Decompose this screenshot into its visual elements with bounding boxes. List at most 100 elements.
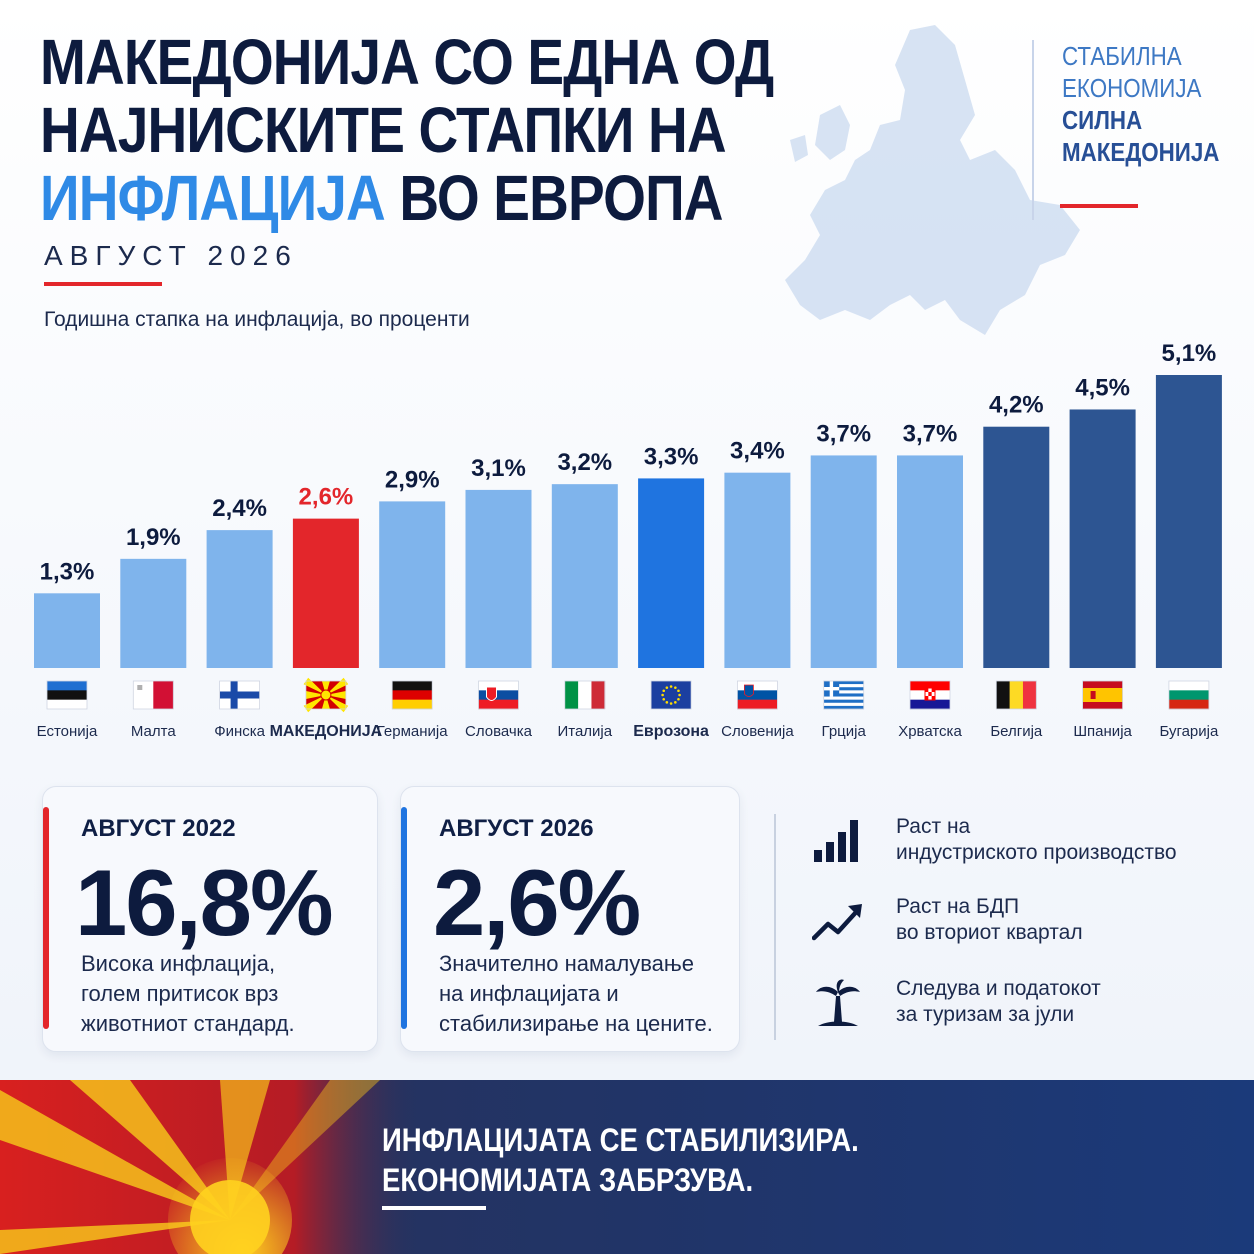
category-label: Шпанија — [1073, 723, 1132, 740]
bar-еврозона — [638, 478, 705, 668]
card-august-2026: АВГУСТ 2026 2,6% Значително намалување н… — [400, 786, 740, 1052]
category-label: Естонија — [37, 723, 98, 740]
card-label: АВГУСТ 2022 — [81, 815, 236, 842]
value-label: 3,1% — [471, 455, 526, 482]
macedonia-flag — [303, 677, 349, 713]
slovenia-flag — [737, 680, 778, 710]
spain-flag — [1082, 680, 1123, 710]
bar-белгија — [983, 426, 1050, 668]
value-label: 5,1% — [1162, 340, 1217, 367]
bar-италија — [551, 484, 618, 668]
brand-line-3: СИЛНА — [1062, 105, 1143, 135]
card-description: Висока инфлација, голем притисок врз жив… — [81, 949, 295, 1039]
value-label: 3,2% — [557, 449, 612, 476]
bullet-tourism: Следува и податокот за туризам за јули — [812, 976, 1232, 1046]
slogan-line-1: ИНФЛАЦИЈАТА СЕ СТАБИЛИЗИРА. — [382, 1122, 859, 1158]
value-label: 2,9% — [385, 466, 440, 493]
value-label: 2,4% — [212, 495, 267, 522]
card-accent-blue — [401, 807, 407, 1029]
bullets-divider — [774, 814, 776, 1040]
brand-block: СТАБИЛНА ЕКОНОМИЈА СИЛНА МАКЕДОНИЈА — [1032, 40, 1245, 220]
category-label: Белгија — [990, 723, 1043, 740]
report-date: АВГУСТ 2026 — [44, 240, 298, 271]
bar-македонија — [292, 518, 359, 668]
belgium-flag — [995, 680, 1037, 710]
malta-flag — [132, 680, 174, 710]
category-label: Италија — [557, 723, 612, 740]
bar-малта — [120, 558, 187, 668]
brand-line-2: ЕКОНОМИЈА — [1062, 73, 1202, 103]
macedonian-sun-icon — [0, 1080, 420, 1254]
card-value: 16,8% — [75, 850, 334, 955]
value-label: 3,3% — [644, 443, 699, 470]
bar-шпанија — [1069, 409, 1136, 668]
bullet-gdp-growth: Раст на БДП во вториот квартал — [812, 894, 1232, 964]
value-label: 4,2% — [989, 392, 1044, 419]
slogan-line-2: ЕКОНОМИЈАТА ЗАБРЗУВА. — [382, 1162, 754, 1198]
footer-slogan: ИНФЛАЦИЈАТА СЕ СТАБИЛИЗИРА. ЕКОНОМИЈАТА … — [382, 1120, 859, 1200]
category-label: Еврозона — [633, 723, 709, 740]
inflation-bar-chart: 1,3% Естонија 1,9% Малта 2,4% Финска 2,6% МАКЕД… — [34, 340, 1222, 740]
value-label: 1,3% — [40, 558, 95, 585]
value-label: 1,9% — [126, 524, 181, 551]
bullet-text: Раст на индустриското производство — [896, 814, 1177, 866]
title-line-2: НАЈНИСКИТЕ СТАПКИ НА — [40, 94, 727, 166]
brand-line-1: СТАБИЛНА — [1062, 41, 1182, 71]
greece-flag — [823, 680, 865, 710]
category-label: Грција — [822, 723, 867, 740]
chart-subtitle: Годишна стапка на инфлација, во проценти — [44, 308, 470, 331]
card-desc-line: животниот стандард. — [81, 1011, 295, 1036]
bar-бугарија — [1155, 375, 1222, 668]
card-value: 2,6% — [433, 850, 641, 955]
card-description: Значително намалување на инфлацијата и с… — [439, 949, 713, 1039]
finland-flag — [219, 680, 261, 710]
card-desc-line: на инфлацијата и — [439, 981, 619, 1006]
bar-грција — [810, 455, 877, 668]
bar-chart-icon — [814, 820, 858, 862]
croatia-flag — [909, 680, 951, 710]
card-desc-line: стабилизирање на цените. — [439, 1011, 713, 1036]
category-label: Финска — [214, 723, 265, 740]
footer-banner: ИНФЛАЦИЈАТА СЕ СТАБИЛИЗИРА. ЕКОНОМИЈАТА … — [0, 1080, 1254, 1254]
bullet-text: Следува и податокот за туризам за јули — [896, 976, 1101, 1028]
europe-map-icon — [785, 25, 1080, 335]
bullet-line: индустриското производство — [896, 841, 1177, 864]
bullet-text: Раст на БДП во вториот квартал — [896, 894, 1083, 946]
card-august-2022: АВГУСТ 2022 16,8% Висока инфлација, голе… — [42, 786, 378, 1052]
bullet-industrial-growth: Раст на индустриското производство — [812, 814, 1232, 884]
brand-underline — [1060, 204, 1138, 208]
category-label: Малта — [131, 723, 176, 740]
category-label: Бугарија — [1159, 723, 1219, 740]
bullet-line: Раст на БДП — [896, 895, 1020, 918]
bullet-line: Раст на — [896, 815, 971, 838]
italy-flag — [564, 680, 606, 710]
bar-естонија — [34, 593, 100, 668]
category-label: Словенија — [721, 723, 794, 740]
bullet-line: за туризам за јули — [896, 1003, 1075, 1026]
title-line-1: МАКЕДОНИЈА СО ЕДНА ОД — [40, 26, 774, 98]
category-label: МАКЕДОНИЈА — [270, 723, 383, 740]
card-label: АВГУСТ 2026 — [439, 815, 594, 842]
bar-финска — [206, 530, 273, 668]
bullet-line: Следува и податокот — [896, 977, 1101, 1000]
trend-up-icon — [812, 904, 862, 941]
bar-германија — [379, 501, 446, 668]
bar-словенија — [724, 472, 791, 668]
slovakia-flag — [478, 680, 519, 710]
card-desc-line: Висока инфлација, — [81, 951, 276, 976]
card-desc-line: Значително намалување — [439, 951, 694, 976]
title-line-3: ВО ЕВРОПА — [399, 162, 723, 234]
palm-tree-icon — [816, 979, 860, 1026]
date-underline — [44, 282, 162, 286]
page-title: МАКЕДОНИЈА СО ЕДНА ОД НАЈНИСКИТЕ СТАПКИ … — [40, 26, 774, 234]
bar-словачка — [465, 489, 532, 668]
category-label: Хрватска — [898, 723, 962, 740]
brand-line-4: МАКЕДОНИЈА — [1062, 137, 1220, 167]
value-label: 4,5% — [1075, 374, 1130, 401]
estonia-flag — [46, 680, 88, 710]
bulgaria-flag — [1168, 680, 1210, 710]
slogan-underline — [382, 1206, 486, 1210]
title-highlight: ИНФЛАЦИЈА — [40, 162, 386, 234]
card-desc-line: голем притисок врз — [81, 981, 279, 1006]
bar-хрватска — [897, 455, 963, 668]
